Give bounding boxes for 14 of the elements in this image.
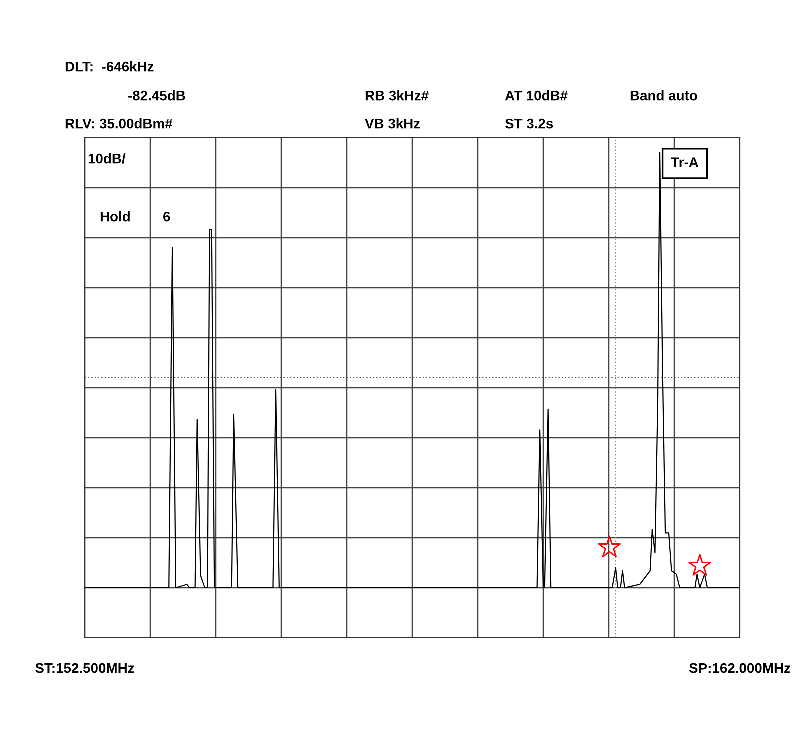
annotation: Tr-A xyxy=(671,158,699,168)
x-tick-label: ST:152.500MHz xyxy=(36,663,134,674)
annotation: Hold xyxy=(100,212,130,222)
text: -82.45dB xyxy=(128,90,186,101)
text: RLV: 35.00dBm# xyxy=(66,118,173,129)
annotation: 6 xyxy=(164,212,170,222)
text: Band auto xyxy=(630,90,698,101)
text: AT 10dB# xyxy=(505,90,568,101)
text: VB 3kHz xyxy=(365,118,420,129)
text: DLT: -646kHz xyxy=(66,62,154,72)
annotation: 10dB/ xyxy=(88,154,126,164)
text: RB 3kHz# xyxy=(366,90,429,101)
text: ST 3.2s xyxy=(505,118,554,129)
x-tick-label: SP:162.000MHz xyxy=(689,663,790,674)
